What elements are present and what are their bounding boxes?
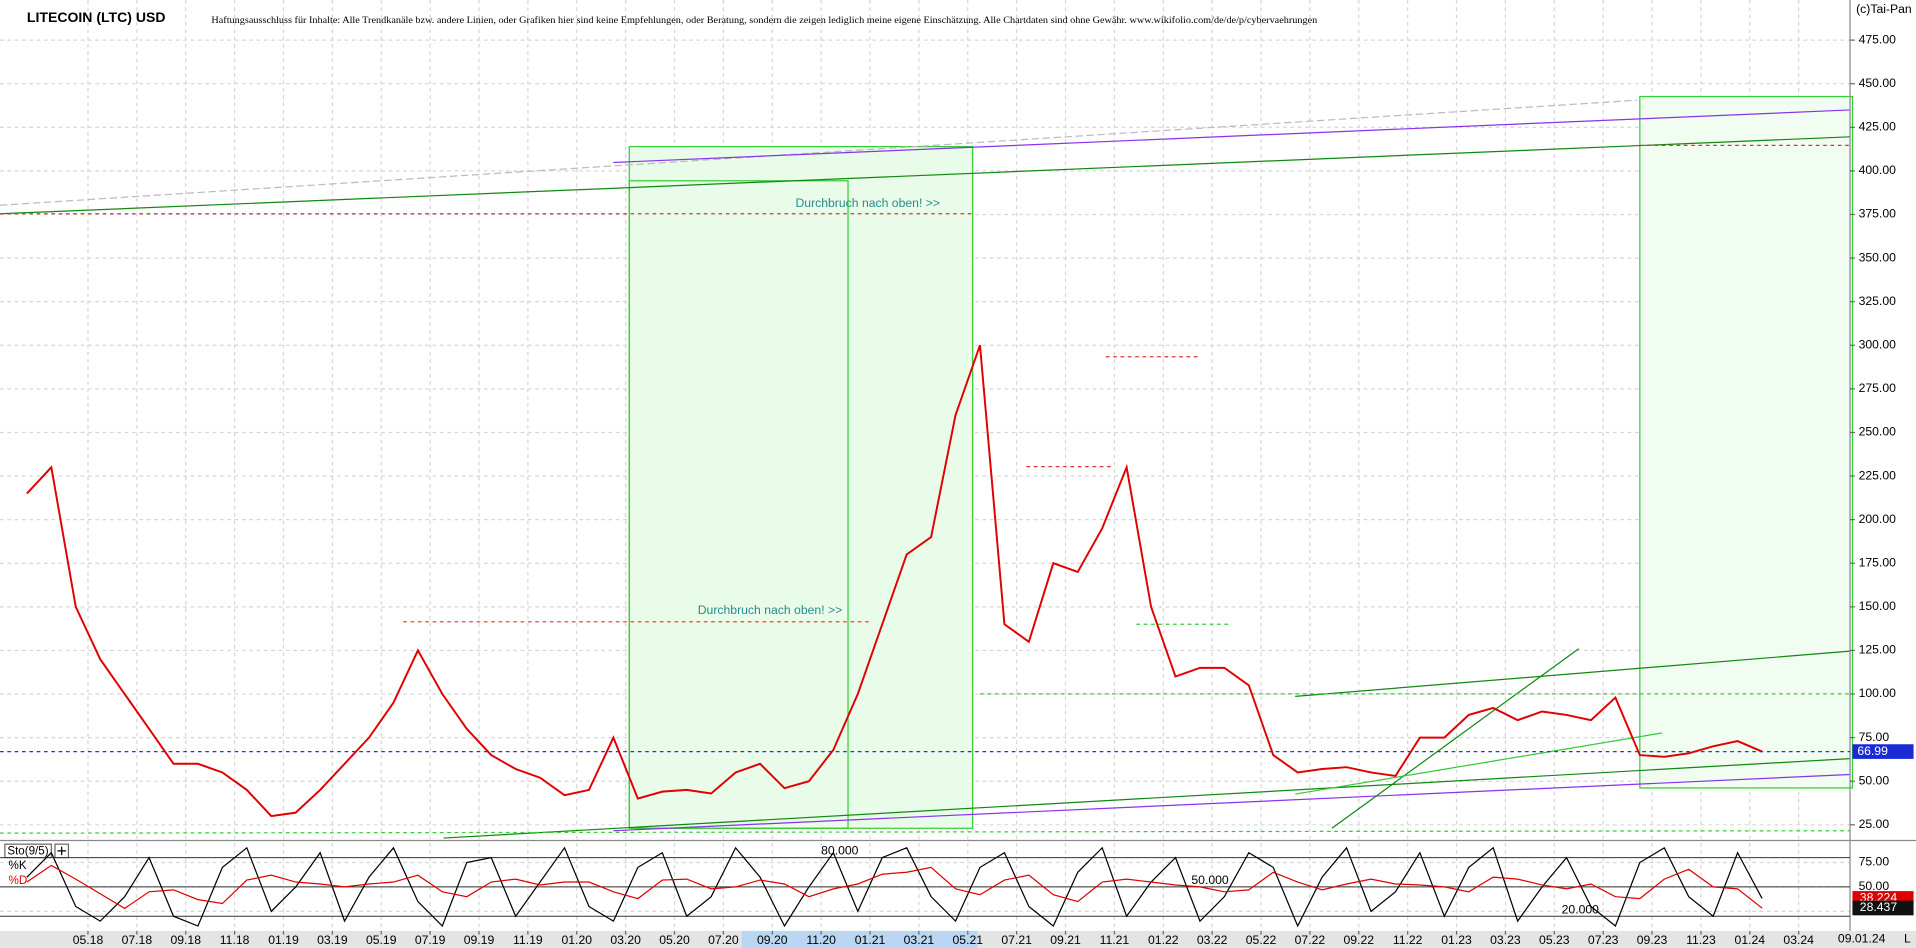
x-tick-label: 07.19 bbox=[415, 933, 446, 947]
y-tick-label: 125.00 bbox=[1859, 643, 1897, 657]
y-tick-label: 175.00 bbox=[1859, 555, 1897, 569]
x-tick-label: 05.19 bbox=[366, 933, 397, 947]
x-tick-label: 11.23 bbox=[1686, 933, 1716, 947]
trendline bbox=[0, 136, 1851, 215]
x-tick-label: 03.20 bbox=[610, 933, 641, 947]
x-tick-label: 09.23 bbox=[1637, 933, 1668, 947]
last-value-box bbox=[1852, 744, 1914, 759]
level-label: 20.000 bbox=[1562, 902, 1600, 916]
y-tick-label: 25.00 bbox=[1859, 817, 1890, 831]
y-tick-label: 100.00 bbox=[1859, 686, 1897, 700]
x-tick-label: 11.18 bbox=[220, 933, 250, 947]
legend-label: %D bbox=[9, 874, 28, 887]
x-tick-label: 05.18 bbox=[73, 933, 104, 947]
y-tick-label: 325.00 bbox=[1859, 294, 1897, 308]
trendline bbox=[1295, 650, 1851, 697]
annotation: Durchbruch nach oben! >> bbox=[698, 603, 843, 617]
y-tick-label: 350.00 bbox=[1859, 250, 1897, 264]
x-tick-label: 11.20 bbox=[806, 933, 836, 947]
last-value-label: 28.437 bbox=[1860, 900, 1898, 914]
x-end-label: 09.01.24 bbox=[1838, 932, 1886, 946]
x-tick-label: 03.19 bbox=[317, 933, 348, 947]
add-icon bbox=[57, 846, 66, 856]
trendline bbox=[1295, 732, 1662, 795]
x-tick-label: 05.21 bbox=[953, 933, 984, 947]
x-tick-label: 11.22 bbox=[1393, 933, 1423, 947]
trendline bbox=[1331, 648, 1580, 829]
trendline bbox=[613, 109, 1851, 164]
x-tick-label: 09.20 bbox=[757, 933, 788, 947]
copyright: (c)Tai-Pan bbox=[1856, 2, 1912, 16]
trendline bbox=[0, 99, 1638, 206]
y-tick-label: 75.00 bbox=[1859, 855, 1890, 869]
x-tick-label: 09.22 bbox=[1344, 933, 1375, 947]
disclaimer: Haftungsausschluss für Inhalte: Alle Tre… bbox=[211, 15, 1317, 26]
scale-toggle[interactable]: L bbox=[1904, 932, 1911, 946]
x-tick-label: 11.19 bbox=[513, 933, 543, 947]
indicator-title: Sto(9/5) bbox=[7, 845, 48, 858]
x-tick-label: 07.20 bbox=[708, 933, 739, 947]
y-tick-label: 450.00 bbox=[1859, 76, 1897, 90]
x-tick-label: 05.23 bbox=[1539, 933, 1570, 947]
x-tick-label: 01.20 bbox=[561, 933, 592, 947]
x-axis-highlight bbox=[741, 930, 978, 948]
last-value-label: 66.99 bbox=[1857, 744, 1888, 758]
x-tick-label: 05.20 bbox=[659, 933, 690, 947]
x-tick-label: 05.22 bbox=[1246, 933, 1277, 947]
y-tick-label: 275.00 bbox=[1859, 381, 1897, 395]
drawings bbox=[0, 95, 1854, 839]
y-tick-label: 400.00 bbox=[1859, 163, 1897, 177]
y-tick-label: 50.00 bbox=[1859, 773, 1890, 787]
x-tick-label: 07.22 bbox=[1295, 933, 1326, 947]
data-line bbox=[26, 344, 1763, 818]
x-tick-label: 07.23 bbox=[1588, 933, 1619, 947]
y-tick-label: 375.00 bbox=[1859, 207, 1897, 221]
y-tick-label: 425.00 bbox=[1859, 120, 1897, 134]
y-tick-label: 300.00 bbox=[1859, 337, 1897, 351]
x-tick-label: 01.24 bbox=[1735, 933, 1766, 947]
level-label: 80.000 bbox=[821, 844, 859, 858]
x-tick-label: 03.21 bbox=[904, 933, 935, 947]
x-tick-label: 09.18 bbox=[170, 933, 201, 947]
level-label: 50.000 bbox=[1191, 873, 1229, 887]
box-zone bbox=[628, 145, 974, 829]
x-tick-label: 01.19 bbox=[268, 933, 299, 947]
x-tick-label: 09.19 bbox=[464, 933, 495, 947]
x-tick-label: 01.22 bbox=[1148, 933, 1179, 947]
x-tick-label: 11.21 bbox=[1100, 933, 1130, 947]
x-tick-label: 03.23 bbox=[1490, 933, 1521, 947]
box-zone bbox=[628, 180, 849, 829]
x-tick-label: 07.18 bbox=[122, 933, 153, 947]
last-value-box bbox=[1852, 900, 1914, 916]
y-tick-label: 475.00 bbox=[1859, 32, 1897, 46]
data-line bbox=[26, 864, 1763, 910]
box-zone bbox=[1639, 95, 1854, 789]
chart-title: LITECOIN (LTC) USD bbox=[27, 9, 166, 25]
y-tick-label: 50.00 bbox=[1859, 879, 1890, 893]
trendline bbox=[613, 773, 1851, 832]
y-tick-label: 150.00 bbox=[1859, 599, 1897, 613]
annotation: Durchbruch nach oben! >> bbox=[795, 196, 940, 210]
data-line bbox=[26, 846, 1763, 928]
x-tick-label: 01.21 bbox=[855, 933, 886, 947]
y-tick-label: 225.00 bbox=[1859, 468, 1897, 482]
x-tick-label: 01.23 bbox=[1441, 933, 1472, 947]
level-line bbox=[0, 830, 1851, 834]
legend-label: %K bbox=[9, 859, 27, 872]
x-tick-label: 03.22 bbox=[1197, 933, 1228, 947]
y-tick-label: 250.00 bbox=[1859, 425, 1897, 439]
y-tick-label: 200.00 bbox=[1859, 512, 1897, 526]
y-tick-label: 75.00 bbox=[1859, 730, 1890, 744]
x-tick-label: 07.21 bbox=[1001, 933, 1032, 947]
trendline bbox=[443, 758, 1851, 839]
x-tick-label: 09.21 bbox=[1050, 933, 1081, 947]
x-tick-label: 03.24 bbox=[1783, 933, 1814, 947]
